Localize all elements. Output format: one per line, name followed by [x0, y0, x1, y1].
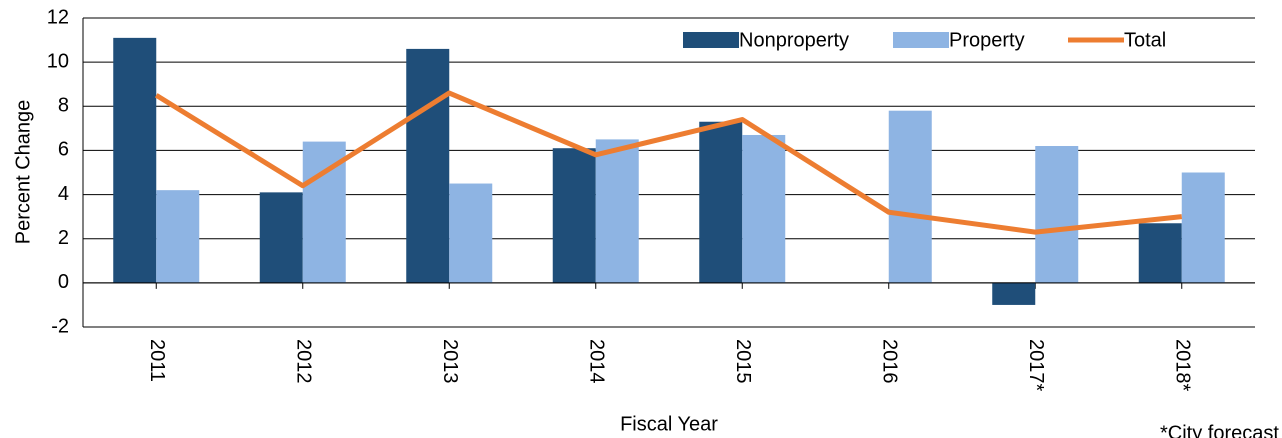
bar	[406, 48, 450, 283]
legend-swatch	[893, 32, 949, 48]
y-tick-label: 4	[58, 183, 69, 205]
note: *City forecast	[1160, 422, 1279, 438]
x-tick-label: 2013	[439, 339, 461, 384]
bar	[595, 139, 639, 283]
x-tick-label: 2014	[585, 339, 607, 384]
bar	[449, 183, 493, 283]
x-tick-label: 2011	[146, 339, 168, 382]
x-tick-label: 2018*	[1171, 339, 1193, 391]
legend-label: Total	[1124, 29, 1166, 51]
legend-label: Property	[949, 29, 1025, 51]
y-tick-label: 8	[58, 95, 69, 117]
x-tick-label: 2016	[878, 339, 900, 384]
y-tick-label: 6	[58, 139, 69, 161]
bar	[1035, 146, 1079, 283]
bar	[888, 110, 932, 283]
y-tick-label: 12	[47, 6, 69, 28]
bar	[992, 282, 1036, 305]
y-tick-label: 2	[58, 227, 69, 249]
x-tick-label: 2012	[292, 339, 314, 384]
y-tick-label: -2	[51, 315, 69, 337]
y-tick-label: 0	[58, 271, 69, 293]
bar	[156, 190, 200, 283]
bar	[552, 148, 596, 283]
line	[154, 90, 1183, 235]
bar	[1138, 223, 1182, 283]
bar	[1181, 172, 1225, 283]
x-tick-label: 2017*	[1025, 339, 1047, 391]
y-axis-label: Percent Change	[12, 100, 34, 245]
bar	[113, 37, 157, 283]
bar	[742, 134, 786, 283]
legend-label: Nonproperty	[739, 29, 849, 51]
y-tick-label: 10	[47, 50, 69, 72]
x-tick-label: 2015	[732, 339, 754, 384]
bar	[699, 121, 743, 283]
bar	[259, 192, 303, 283]
x-axis-label: Fiscal Year	[620, 413, 718, 435]
legend-swatch	[683, 32, 739, 48]
